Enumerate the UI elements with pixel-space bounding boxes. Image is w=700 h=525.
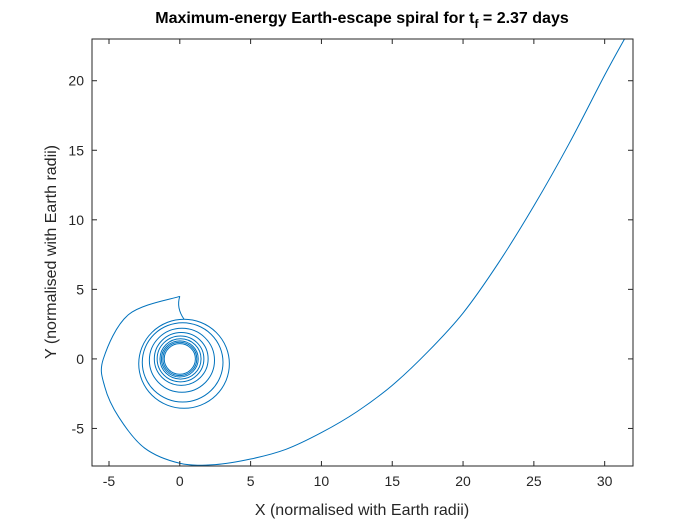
y-tick-label: 20 xyxy=(68,73,84,89)
spiral-ring xyxy=(153,331,209,386)
x-tick-label: 20 xyxy=(455,473,471,489)
x-tick-label: -5 xyxy=(103,473,116,489)
spiral-ring xyxy=(163,343,196,375)
y-tick-label: 10 xyxy=(68,212,84,228)
spiral-ring xyxy=(148,327,216,393)
y-tick-label: -5 xyxy=(72,420,85,436)
plot-area xyxy=(92,39,633,466)
x-tick-label: 0 xyxy=(176,473,184,489)
spiral-ring xyxy=(160,340,199,378)
spiral-transition-line xyxy=(178,296,185,320)
y-tick-label: 0 xyxy=(76,351,84,367)
chart-title-suffix: = 2.37 days xyxy=(478,10,568,27)
y-tick-label: 15 xyxy=(68,142,84,158)
y-axis-title: Y (normalised with Earth radii) xyxy=(43,145,60,359)
x-tick-label: 5 xyxy=(247,473,255,489)
y-tick-label: 5 xyxy=(76,281,84,297)
axes-box xyxy=(91,38,634,467)
x-axis-title: X (normalised with Earth radii) xyxy=(255,502,469,519)
spiral-ring xyxy=(159,338,202,380)
chart-title: Maximum-energy Earth-escape spiral for t… xyxy=(155,10,569,31)
spiral-ring xyxy=(162,341,198,377)
chart-title-main: Maximum-energy Earth-escape spiral for t xyxy=(155,10,475,27)
x-tick-label: 10 xyxy=(314,473,330,489)
x-tick-label: 30 xyxy=(597,473,613,489)
spiral-ring xyxy=(156,335,205,383)
x-tick-label: 25 xyxy=(526,473,542,489)
escape-trajectory-line xyxy=(100,39,625,466)
series-layer xyxy=(100,39,625,466)
chart-title-subscript: f xyxy=(474,17,479,31)
spiral-ring xyxy=(141,322,224,403)
tick-layer: -5 0 5 10 15 20 25 30 -5 0 5 10 15 20 xyxy=(68,39,633,489)
x-tick-label: 15 xyxy=(384,473,400,489)
